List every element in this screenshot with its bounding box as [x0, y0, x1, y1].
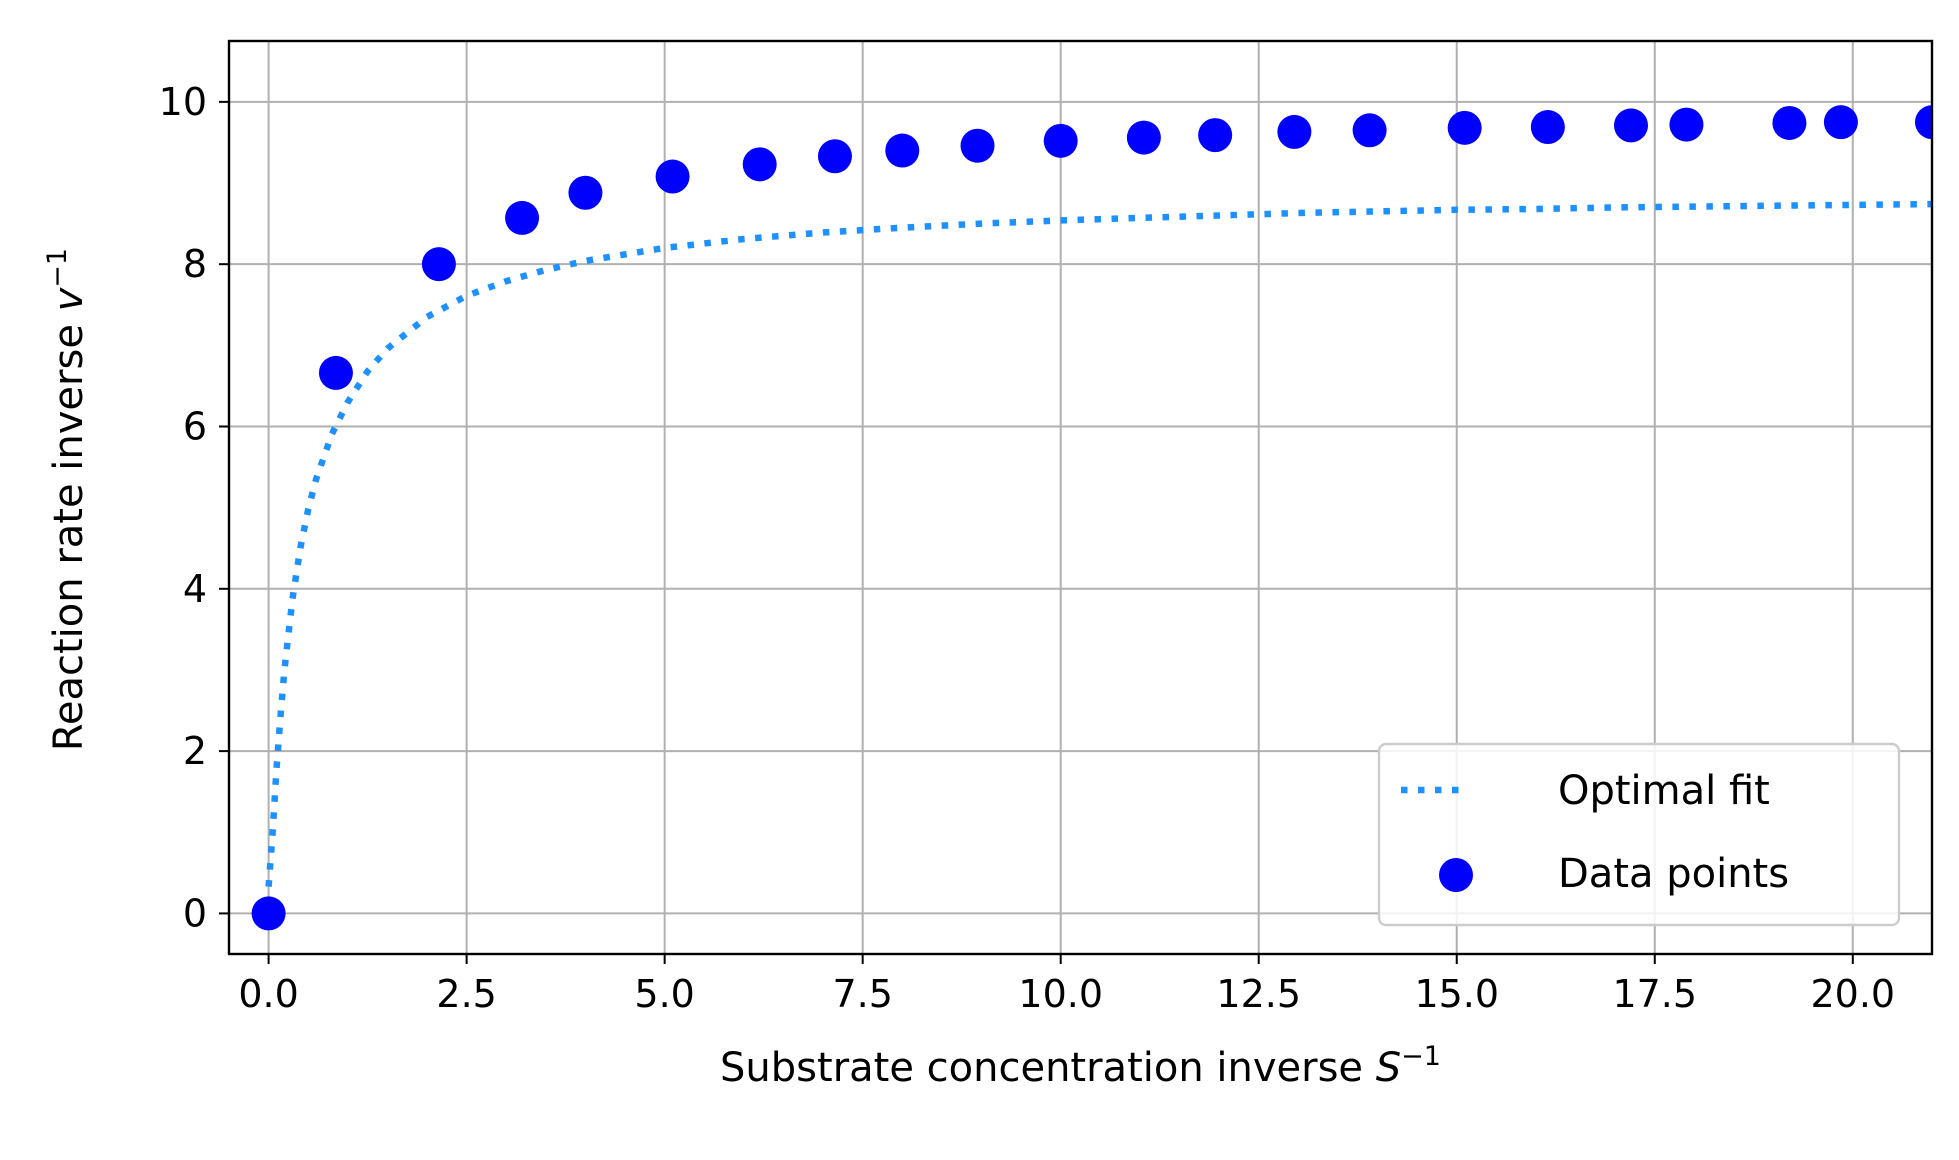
- x-tick-label: 7.5: [832, 972, 892, 1016]
- ticks: 0.0 2.5 5.0 7.5 10.0 12.5 15.0 17.5 20.0 0 2 4 6 8 10: [159, 80, 1895, 1016]
- data-point: [568, 175, 603, 210]
- x-tick-label: 5.0: [634, 972, 694, 1016]
- legend: Optimal fit Data points: [1377, 742, 1901, 927]
- series-layer: [251, 105, 1932, 931]
- data-point: [251, 896, 286, 931]
- data-point: [1126, 120, 1161, 155]
- x-axis-label: Substrate concentration inverse S−1: [720, 1041, 1441, 1091]
- data-point: [1915, 105, 1932, 140]
- data-point: [1772, 105, 1807, 140]
- x-tick-label: 15.0: [1414, 972, 1499, 1016]
- legend-box: [1377, 742, 1901, 927]
- data-point: [1352, 113, 1387, 148]
- data-point: [318, 355, 353, 390]
- y-tick-label: 8: [183, 242, 207, 286]
- x-tick-label: 2.5: [436, 972, 496, 1016]
- data-point: [960, 128, 995, 163]
- x-tick-label: 0.0: [238, 972, 298, 1016]
- data-point: [1669, 107, 1704, 142]
- y-tick-label: 0: [183, 891, 207, 935]
- x-tick-label: 17.5: [1612, 972, 1697, 1016]
- legend-fit-label: Optimal fit: [1558, 768, 1770, 814]
- x-tick-label: 20.0: [1810, 972, 1895, 1016]
- legend-data-swatch: [1439, 858, 1473, 892]
- y-tick-label: 6: [183, 404, 207, 448]
- data-point: [1277, 114, 1312, 149]
- data-point: [655, 159, 690, 194]
- y-axis-label-var: v: [46, 286, 92, 311]
- data-point: [1823, 105, 1858, 140]
- y-tick-label: 4: [183, 567, 207, 611]
- data-point: [1614, 108, 1649, 143]
- data-point: [1043, 123, 1078, 158]
- legend-data-label: Data points: [1558, 851, 1789, 897]
- y-axis-label: Reaction rate inverse v−1: [42, 248, 92, 751]
- plot-frame: [227, 39, 1934, 956]
- y-axis-label-text: Reaction rate inverse: [46, 311, 92, 751]
- x-axis-label-sup: −1: [1401, 1041, 1441, 1072]
- y-axis-label-sup: −1: [42, 248, 73, 288]
- x-axis-label-text: Substrate concentration inverse: [720, 1045, 1376, 1091]
- x-axis-label-var: S: [1376, 1045, 1401, 1091]
- data-point: [817, 139, 852, 174]
- data-point: [421, 247, 456, 282]
- data-point: [742, 147, 777, 182]
- x-tick-label: 12.5: [1216, 972, 1301, 1016]
- x-tick-label: 10.0: [1018, 972, 1103, 1016]
- y-tick-label: 10: [159, 80, 207, 124]
- data-point: [1530, 110, 1565, 145]
- y-tick-label: 2: [183, 729, 207, 773]
- data-point: [1447, 110, 1482, 145]
- data-point: [505, 200, 540, 235]
- data-point: [885, 133, 920, 168]
- data-point: [1198, 118, 1233, 153]
